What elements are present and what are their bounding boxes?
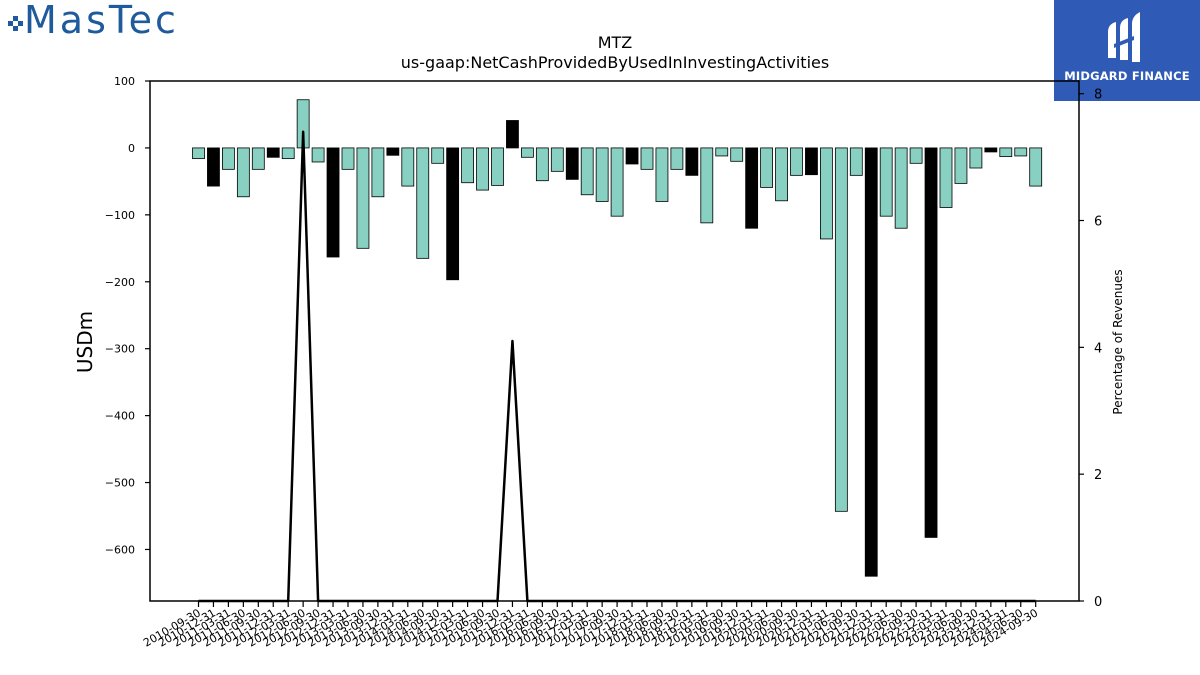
bar-2023-06-30 xyxy=(954,147,968,184)
bar-2020-03-31 xyxy=(760,147,773,188)
bar-2018-12-31 xyxy=(685,147,699,176)
bar-2021-12-31 xyxy=(864,147,878,577)
bar-2016-12-31 xyxy=(565,147,579,180)
bar-2024-06-30 xyxy=(1014,147,1028,157)
bar-2011-06-30 xyxy=(236,147,250,198)
bar-2015-06-30 xyxy=(476,147,489,191)
bar-2010-09-30 xyxy=(192,147,205,160)
right-axis-ticks: 0 2 4 6 8 xyxy=(1079,88,1102,610)
midgard-glyph-icon xyxy=(1108,12,1140,62)
bar-2016-06-30 xyxy=(535,147,549,182)
y-tick-label: −200 xyxy=(105,276,135,289)
bar-2019-09-30 xyxy=(730,147,744,162)
bar-2011-09-30 xyxy=(251,147,265,170)
bar-2013-06-30 xyxy=(356,147,370,249)
bar-2014-12-31 xyxy=(446,147,460,281)
bar-2016-03-31 xyxy=(521,147,534,158)
bar-2017-06-30 xyxy=(595,147,609,202)
bar-2018-09-30 xyxy=(670,147,684,170)
y2-tick-label: 0 xyxy=(1094,595,1102,610)
x-axis-ticks: 2010-09-302010-12-312011-03-312011-06-30… xyxy=(141,601,1040,650)
midgard-finance-name: MIDGARD FINANCE xyxy=(1064,69,1190,83)
left-axis-ticks: 100 0 −100 −200 −300 −400 −500 −600 xyxy=(105,75,150,556)
bar-2022-06-30 xyxy=(894,147,908,229)
bar-2015-12-31 xyxy=(506,120,519,149)
y2-tick-label: 4 xyxy=(1094,341,1102,356)
bar-2010-12-31 xyxy=(207,147,220,187)
bar-2018-06-30 xyxy=(655,147,669,202)
y2-tick-label: 6 xyxy=(1094,215,1102,230)
mastec-logo-mark xyxy=(8,16,28,36)
bar-2022-12-31 xyxy=(924,147,938,538)
bar-2011-12-31 xyxy=(266,147,280,158)
y-tick-label: −300 xyxy=(105,343,135,356)
y-tick-label: −600 xyxy=(105,543,135,556)
bar-2024-03-31 xyxy=(999,147,1013,158)
bar-2022-09-30 xyxy=(909,147,923,164)
bar-2017-03-31 xyxy=(580,147,594,196)
bar-2022-03-31 xyxy=(879,147,893,217)
bar-2016-09-30 xyxy=(550,147,564,172)
bar-2012-09-30 xyxy=(311,147,325,163)
bar-2019-03-31 xyxy=(700,147,714,224)
bar-2020-09-30 xyxy=(790,147,803,176)
bar-2021-06-30 xyxy=(834,147,848,512)
y-tick-label: −100 xyxy=(105,209,135,222)
y-tick-label: −500 xyxy=(105,477,135,490)
y-tick-label: 0 xyxy=(128,142,135,155)
chart-title: MTZ xyxy=(598,33,633,52)
bar-2020-12-31 xyxy=(805,147,818,176)
bar-2020-06-30 xyxy=(775,147,788,202)
bar-2024-09-30 xyxy=(1029,147,1043,187)
bar-2019-12-31 xyxy=(745,147,759,229)
mastec-logo: MasTec xyxy=(6,0,196,46)
bar-2013-09-30 xyxy=(371,147,385,198)
bar-2011-03-31 xyxy=(221,147,235,170)
bar-2012-12-31 xyxy=(326,147,340,258)
bar-2012-03-31 xyxy=(281,147,295,160)
bar-2021-09-30 xyxy=(849,147,863,176)
bar-2017-09-30 xyxy=(610,147,624,217)
bar-2013-03-31 xyxy=(341,147,355,170)
plot-frame xyxy=(149,80,1080,602)
chart-subtitle: us-gaap:NetCashProvidedByUsedInInvesting… xyxy=(401,53,829,72)
bar-2018-03-31 xyxy=(640,147,654,170)
bar-2013-12-31 xyxy=(386,147,400,156)
bar-2014-03-31 xyxy=(401,147,415,187)
y-tick-label: 100 xyxy=(114,75,135,88)
y-tick-label: −400 xyxy=(105,410,135,423)
bar-2015-09-30 xyxy=(491,147,504,186)
bar-2014-09-30 xyxy=(431,147,445,164)
bar-series xyxy=(192,99,1043,577)
y2-axis-label: Percentage of Revenues xyxy=(1111,269,1125,414)
y-axis-label: USDm xyxy=(73,311,97,373)
bar-2015-03-31 xyxy=(461,147,475,184)
bar-2021-03-31 xyxy=(820,147,833,240)
bar-2014-06-30 xyxy=(416,147,430,259)
mastec-wordmark: MasTec xyxy=(24,0,179,42)
bar-2023-03-31 xyxy=(939,147,953,208)
bar-2019-06-30 xyxy=(715,147,729,157)
bar-2017-12-31 xyxy=(625,147,639,165)
bar-2023-09-30 xyxy=(969,147,983,169)
bar-2023-12-31 xyxy=(984,147,998,153)
y2-tick-label: 2 xyxy=(1094,468,1102,483)
y2-tick-label: 8 xyxy=(1094,88,1102,103)
